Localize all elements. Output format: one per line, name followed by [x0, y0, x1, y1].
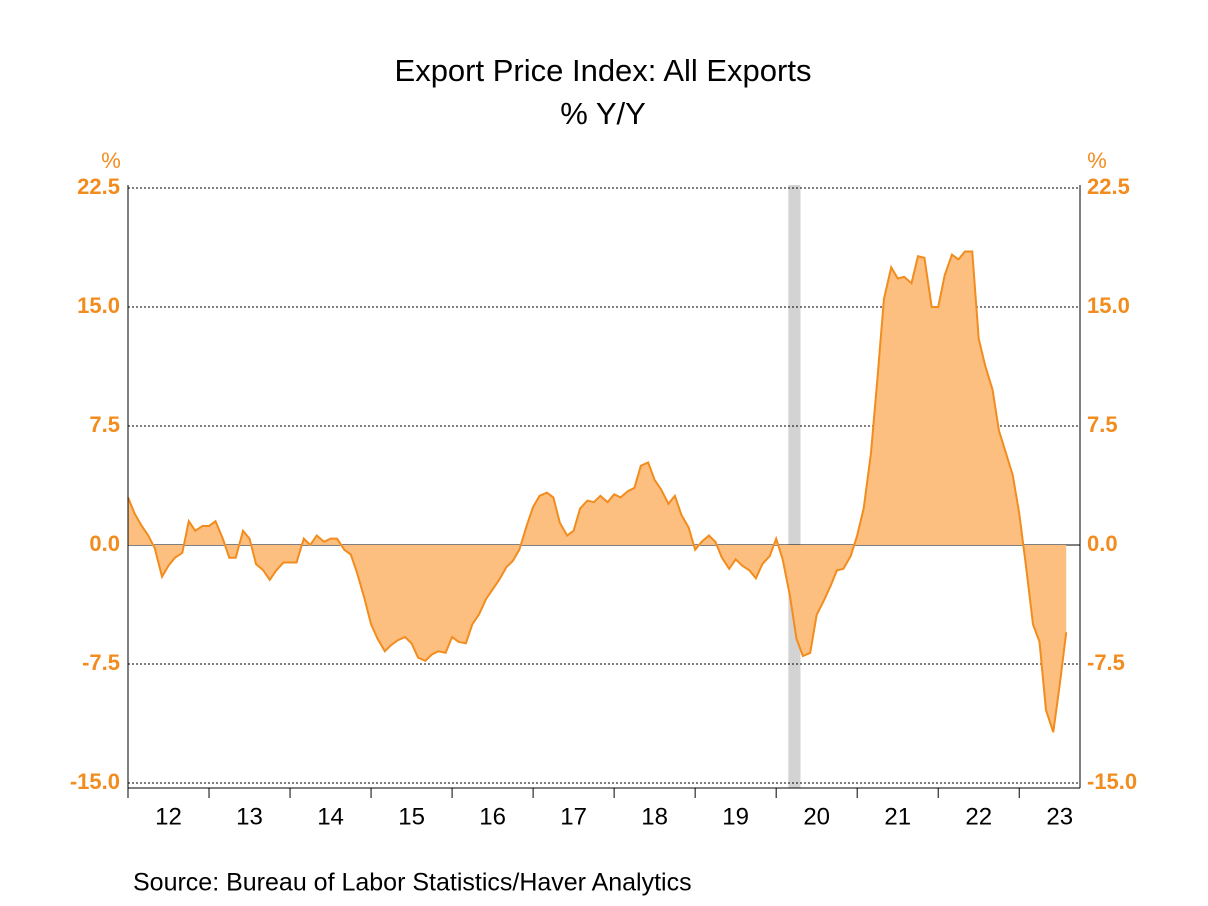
- chart-subtitle: % Y/Y: [560, 96, 646, 131]
- y-tick-label: -15.0: [70, 769, 120, 794]
- y-tick-label: 0.0: [89, 531, 120, 556]
- x-tick-label: 12: [155, 803, 182, 830]
- x-tick-label: 21: [884, 803, 911, 830]
- y2-tick-label: 15.0: [1087, 293, 1130, 318]
- x-tick-label: 23: [1046, 803, 1073, 830]
- y-axis-label: %: [101, 148, 121, 173]
- y2-axis-label: %: [1087, 148, 1107, 173]
- x-tick-label: 20: [803, 803, 830, 830]
- y2-tick-label: 0.0: [1087, 531, 1118, 556]
- x-tick-label: 14: [317, 803, 344, 830]
- recession-band: [788, 185, 801, 788]
- area: [128, 251, 1067, 733]
- x-tick-label: 13: [236, 803, 263, 830]
- x-tick-label: 15: [398, 803, 425, 830]
- x-tick-label: 16: [479, 803, 506, 830]
- x-tick-label: 19: [722, 803, 749, 830]
- y-tick-label: 22.5: [77, 174, 120, 199]
- x-tick-label: 22: [965, 803, 992, 830]
- y-tick-label: 7.5: [89, 412, 120, 437]
- y-tick-label: -7.5: [82, 650, 120, 675]
- chart-title: Export Price Index: All Exports: [395, 53, 812, 88]
- line: [127, 250, 1068, 733]
- x-tick-label: 18: [641, 803, 668, 830]
- y-tick-label: 15.0: [77, 293, 120, 318]
- y2-tick-label: 22.5: [1087, 174, 1130, 199]
- y2-tick-label: 7.5: [1087, 412, 1118, 437]
- y2-tick-label: -7.5: [1087, 650, 1125, 675]
- y2-tick-label: -15.0: [1087, 769, 1137, 794]
- source-note: Source: Bureau of Labor Statistics/Haver…: [133, 869, 692, 897]
- x-tick-label: 17: [560, 803, 587, 830]
